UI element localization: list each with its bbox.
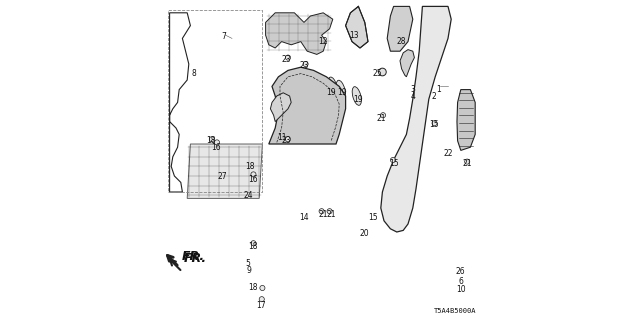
Text: 18: 18 — [248, 284, 257, 292]
Text: 18: 18 — [245, 162, 254, 171]
Circle shape — [327, 209, 332, 214]
Text: 2: 2 — [431, 92, 436, 100]
Text: 23: 23 — [299, 61, 309, 70]
Text: 16: 16 — [248, 175, 258, 184]
Text: 16: 16 — [211, 143, 221, 152]
Text: 3: 3 — [410, 85, 415, 94]
Text: 22: 22 — [444, 149, 452, 158]
Circle shape — [390, 157, 396, 163]
Text: 9: 9 — [246, 266, 252, 275]
Circle shape — [259, 297, 264, 302]
Text: 27: 27 — [218, 172, 227, 180]
Text: 26: 26 — [456, 268, 466, 276]
Text: 18: 18 — [248, 242, 257, 251]
Ellipse shape — [328, 77, 337, 96]
Text: 24: 24 — [243, 191, 253, 200]
Polygon shape — [387, 6, 413, 51]
Polygon shape — [270, 93, 291, 122]
Text: 1: 1 — [436, 85, 441, 94]
Circle shape — [303, 61, 308, 67]
Text: 23: 23 — [282, 55, 291, 64]
Text: 10: 10 — [456, 285, 466, 294]
Text: 11: 11 — [277, 133, 286, 142]
Text: 25: 25 — [372, 69, 382, 78]
Polygon shape — [266, 13, 333, 54]
Circle shape — [214, 140, 220, 145]
Text: 14: 14 — [299, 213, 309, 222]
Polygon shape — [457, 90, 475, 150]
Text: 17: 17 — [256, 301, 266, 310]
Ellipse shape — [336, 80, 346, 99]
Circle shape — [285, 137, 291, 142]
Text: FR.: FR. — [184, 252, 207, 265]
Text: 19: 19 — [353, 95, 364, 104]
Text: FR.: FR. — [182, 250, 205, 263]
Circle shape — [465, 159, 470, 164]
Text: 8: 8 — [191, 69, 196, 78]
Text: 5: 5 — [246, 260, 250, 268]
Text: 15: 15 — [388, 159, 399, 168]
Text: 19: 19 — [326, 88, 336, 97]
Text: 13: 13 — [349, 31, 358, 40]
Text: 23: 23 — [282, 136, 291, 145]
Circle shape — [285, 55, 291, 60]
Circle shape — [251, 172, 256, 177]
Text: 12: 12 — [319, 37, 328, 46]
Text: 21: 21 — [376, 114, 385, 123]
Circle shape — [319, 209, 324, 214]
Polygon shape — [381, 6, 451, 232]
Text: 28: 28 — [397, 37, 406, 46]
Polygon shape — [187, 144, 262, 198]
Circle shape — [432, 121, 437, 126]
Polygon shape — [269, 67, 346, 144]
Circle shape — [209, 137, 214, 142]
Text: 6: 6 — [458, 277, 463, 286]
Ellipse shape — [352, 87, 362, 105]
Text: 19: 19 — [337, 88, 347, 97]
Circle shape — [251, 241, 256, 246]
Text: 18: 18 — [207, 136, 216, 145]
Text: 15: 15 — [429, 120, 438, 129]
Text: T5A4B5000A: T5A4B5000A — [435, 308, 477, 314]
Circle shape — [379, 68, 386, 76]
Circle shape — [380, 113, 385, 118]
Polygon shape — [400, 50, 415, 77]
Text: 20: 20 — [360, 229, 370, 238]
Text: 21: 21 — [319, 210, 328, 219]
Text: 4: 4 — [410, 92, 415, 100]
Text: 21: 21 — [463, 159, 472, 168]
Circle shape — [260, 285, 265, 291]
Text: 15: 15 — [368, 213, 378, 222]
Text: 7: 7 — [221, 32, 227, 41]
Polygon shape — [346, 6, 368, 48]
Text: 21: 21 — [326, 210, 336, 219]
